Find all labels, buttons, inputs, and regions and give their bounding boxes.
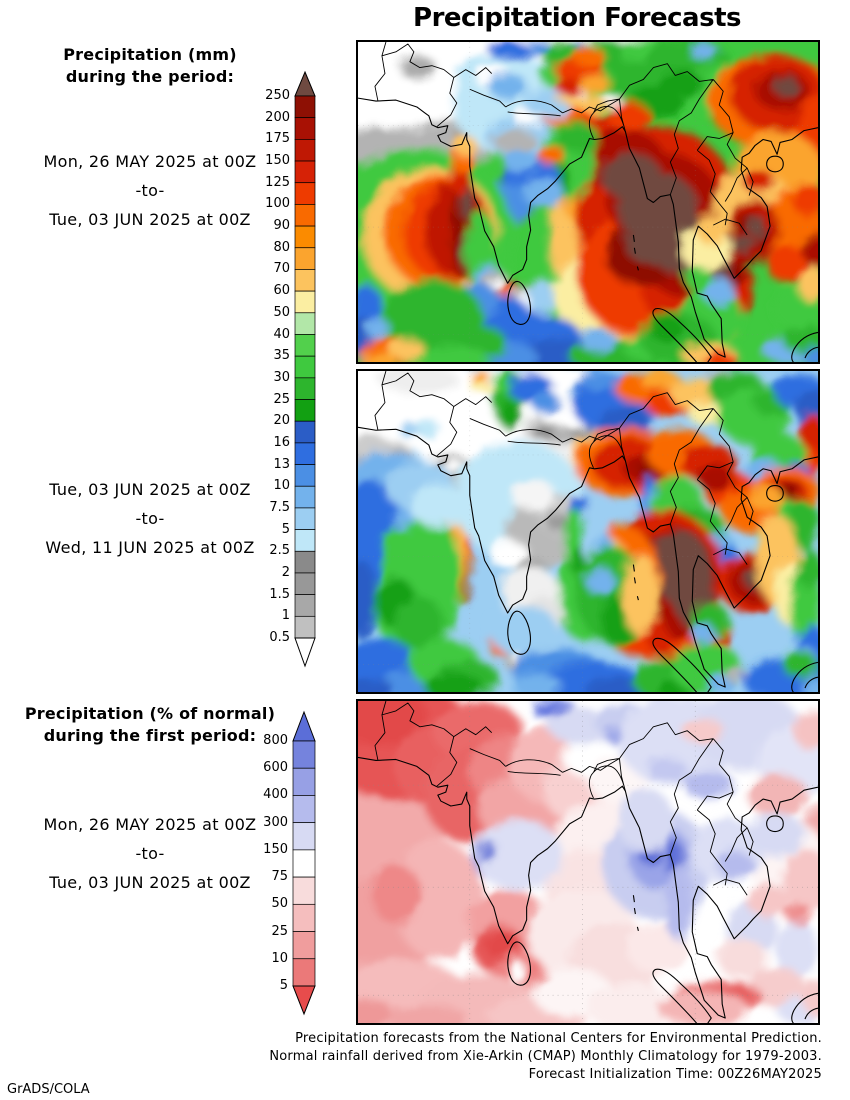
colorbar-tick-label: 30 xyxy=(273,369,290,385)
footer-line3: Forecast Initialization Time: 00Z26MAY20… xyxy=(528,1067,822,1082)
mm-heading-line2: during the period: xyxy=(65,66,235,86)
map-panel-precip-period2 xyxy=(356,369,820,694)
colorbar-tick-label: 5 xyxy=(279,978,288,993)
page-title: Precipitation Forecasts xyxy=(413,3,741,33)
colorbar-tick-label: 150 xyxy=(263,841,288,857)
colorbar-tick-label: 300 xyxy=(263,814,288,830)
colorbar-tick-label: 13 xyxy=(273,456,290,472)
map2-svg xyxy=(358,371,818,692)
colorbar-pct xyxy=(282,706,328,1018)
pct-heading: Precipitation (% of normal) during the f… xyxy=(0,703,300,746)
colorbar-tick-label: 10 xyxy=(271,950,288,966)
colorbar-tick-label: 0.5 xyxy=(269,630,290,645)
colorbar-tick-label: 16 xyxy=(273,434,290,450)
colorbar-tick-label: 10 xyxy=(273,478,290,494)
period1-separator: -to- xyxy=(135,181,165,200)
colorbar-tick-label: 175 xyxy=(265,131,290,147)
colorbar-tick-label: 25 xyxy=(273,391,290,407)
pct-heading-line2: during the first period: xyxy=(43,725,257,745)
colorbar-tick-label: 75 xyxy=(271,869,288,885)
footer-line1: Precipitation forecasts from the Nationa… xyxy=(295,1031,822,1046)
colorbar-tick-label: 40 xyxy=(273,326,290,342)
period2-separator: -to- xyxy=(135,509,165,528)
colorbar-tick-label: 600 xyxy=(263,760,288,776)
map-panel-percent-normal xyxy=(356,699,820,1025)
colorbar-tick-label: 25 xyxy=(271,923,288,939)
colorbar-tick-label: 50 xyxy=(273,304,290,320)
period1-from: Mon, 26 MAY 2025 at 00Z xyxy=(43,152,257,171)
colorbar-tick-label: 150 xyxy=(265,153,290,168)
map1-svg xyxy=(358,42,818,362)
colorbar-tick-label: 20 xyxy=(273,413,290,429)
colorbar-mm-labels: 250 200 175 150 125 100 90 80 70 60 50 40 35 30 25 20 16… xyxy=(220,0,290,700)
colorbar-tick-label: 70 xyxy=(273,261,290,277)
colorbar-tick-label: 100 xyxy=(265,196,290,212)
period1-dates: Mon, 26 MAY 2025 at 00Z -to- Tue, 03 JUN… xyxy=(0,147,300,234)
colorbar-tick-label: 200 xyxy=(265,109,290,125)
map3-svg xyxy=(358,701,818,1023)
period3-from: Mon, 26 MAY 2025 at 00Z xyxy=(43,815,257,834)
map-panel-precip-period1 xyxy=(356,40,820,364)
period2-dates: Tue, 03 JUN 2025 at 00Z -to- Wed, 11 JUN… xyxy=(0,475,300,562)
colorbar-tick-label: 2.5 xyxy=(269,543,290,559)
period2-from: Tue, 03 JUN 2025 at 00Z xyxy=(49,480,251,499)
colorbar-tick-label: 1.5 xyxy=(269,586,290,602)
period3-separator: -to- xyxy=(135,844,165,863)
colorbar-tick-label: 125 xyxy=(265,174,290,190)
period3-dates: Mon, 26 MAY 2025 at 00Z -to- Tue, 03 JUN… xyxy=(0,810,300,897)
mm-heading-line1: Precipitation (mm) xyxy=(63,45,237,64)
colorbar-tick-label: 250 xyxy=(265,88,290,103)
mm-heading: Precipitation (mm) during the period: xyxy=(0,44,300,87)
colorbar-pct-labels: 800 600 400 300 150 75 50 25 10 5 xyxy=(218,0,288,1020)
colorbar-tick-label: 35 xyxy=(273,348,290,364)
colorbar-mm xyxy=(284,66,328,670)
pct-heading-line1: Precipitation (% of normal) xyxy=(24,704,276,723)
colorbar-tick-label: 50 xyxy=(271,896,288,912)
colorbar-tick-label: 80 xyxy=(273,239,290,255)
period1-to: Tue, 03 JUN 2025 at 00Z xyxy=(49,210,251,229)
grads-credit: GrADS/COLA xyxy=(7,1082,90,1097)
colorbar-tick-label: 90 xyxy=(273,218,290,234)
colorbar-tick-label: 5 xyxy=(281,521,290,537)
period3-to: Tue, 03 JUN 2025 at 00Z xyxy=(49,873,251,892)
colorbar-tick-label: 400 xyxy=(263,787,288,803)
colorbar-tick-label: 800 xyxy=(263,733,288,748)
colorbar-tick-label: 7.5 xyxy=(269,499,290,515)
footer-notes: Precipitation forecasts from the Nationa… xyxy=(269,1030,822,1084)
colorbar-tick-label: 60 xyxy=(273,283,290,299)
period2-to: Wed, 11 JUN 2025 at 00Z xyxy=(45,538,255,557)
footer-line2: Normal rainfall derived from Xie-Arkin (… xyxy=(269,1049,822,1064)
colorbar-tick-label: 2 xyxy=(281,565,290,580)
colorbar-tick-label: 1 xyxy=(281,608,290,624)
